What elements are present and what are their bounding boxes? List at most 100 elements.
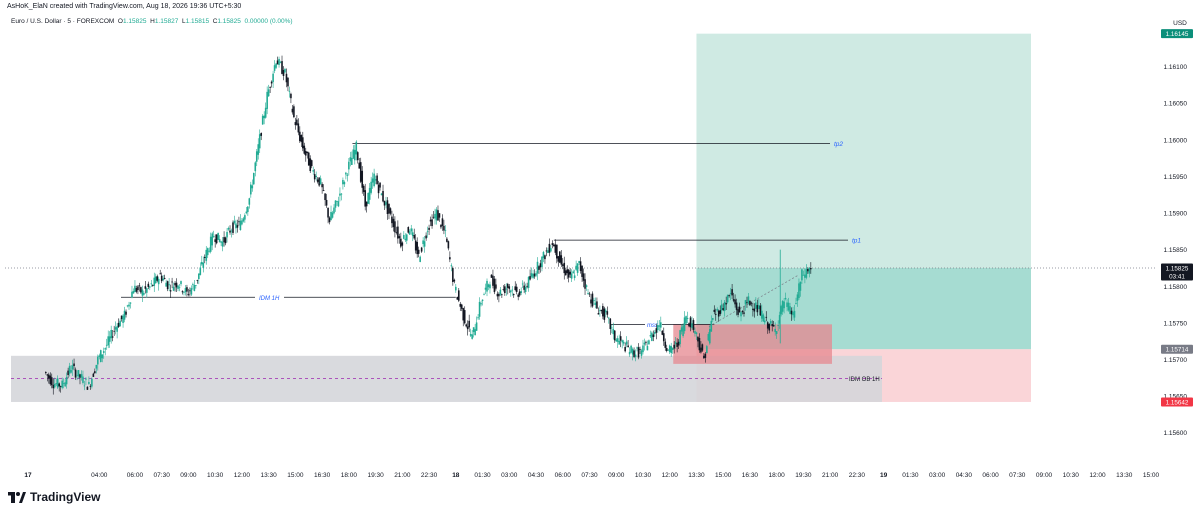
- chart-credit: AsHoK_ElaN created with TradingView.com,…: [7, 3, 242, 10]
- candle-body: [267, 89, 270, 97]
- candle-body: [449, 257, 451, 260]
- candle-body: [189, 290, 191, 292]
- candle-body: [527, 276, 530, 288]
- candle-body: [95, 364, 98, 369]
- candle-body: [110, 329, 112, 339]
- candle-body: [97, 356, 99, 365]
- candle-body: [195, 285, 197, 286]
- trend-dashed-line: [708, 274, 799, 327]
- candle-body: [428, 227, 430, 230]
- x-tick-label: 12:00: [234, 472, 251, 479]
- candle-body: [551, 243, 554, 245]
- candle-body: [255, 151, 258, 162]
- candle-body: [505, 288, 508, 290]
- candle-body: [321, 184, 323, 188]
- candle-body: [388, 203, 390, 214]
- candle-body: [631, 348, 634, 355]
- x-tick-label: 21:00: [822, 472, 839, 479]
- x-tick-label: 03:00: [929, 472, 946, 479]
- candle-body: [563, 262, 566, 274]
- candle-body: [168, 284, 170, 286]
- candle-body: [570, 273, 573, 279]
- price-badge-entry: [1161, 344, 1193, 354]
- x-tick-label: 09:00: [180, 472, 197, 479]
- candle-body: [738, 306, 741, 313]
- candle-body: [628, 351, 631, 355]
- candle-body: [547, 250, 549, 254]
- candle-body: [242, 218, 245, 222]
- candle-body: [784, 297, 787, 300]
- candle-body: [645, 341, 647, 343]
- candle-body: [307, 152, 310, 166]
- candle-body: [657, 325, 659, 331]
- candle-body: [740, 312, 742, 317]
- candle-body: [780, 306, 782, 315]
- symbol-name[interactable]: Euro / U.S. Dollar · 5 · FOREXCOM: [11, 18, 115, 25]
- candle-body: [450, 265, 453, 267]
- candle-body: [174, 282, 176, 286]
- candle-body: [633, 350, 635, 357]
- candle-body: [798, 283, 800, 299]
- candle-body: [804, 274, 806, 278]
- candle-body: [391, 216, 393, 224]
- candle-body: [529, 275, 531, 280]
- y-tick-label: 1.15950: [1164, 174, 1188, 181]
- candle-body: [603, 308, 606, 320]
- x-tick-label: 12:00: [1089, 472, 1106, 479]
- candle-body: [582, 273, 585, 281]
- tradingview-logo-icon: [8, 491, 26, 503]
- candle-body: [215, 234, 218, 244]
- candle-body: [132, 290, 135, 294]
- candle-body: [296, 119, 298, 125]
- candle-body: [153, 277, 156, 286]
- tp1-label: tp1: [852, 238, 861, 245]
- candle-body: [602, 306, 604, 317]
- candle-body: [348, 161, 350, 170]
- candle-body: [478, 301, 481, 317]
- candle-body: [137, 286, 139, 291]
- x-tick-label: 10:30: [635, 472, 652, 479]
- candle-body: [74, 369, 77, 378]
- candle-body: [716, 309, 719, 311]
- candle-body: [352, 149, 355, 159]
- countdown-text: 03:41: [1169, 273, 1185, 280]
- candle-body: [218, 239, 221, 242]
- tradingview-logo[interactable]: TradingView: [8, 490, 100, 504]
- candle-body: [99, 350, 102, 363]
- candle-body: [85, 378, 87, 380]
- candle-body: [692, 320, 695, 330]
- candle-body: [548, 243, 551, 253]
- candle-body: [664, 341, 667, 348]
- candle-body: [725, 303, 727, 305]
- candle-body: [50, 377, 53, 386]
- price-badge-text: 1.15825: [1166, 265, 1189, 272]
- candle-body: [138, 285, 141, 287]
- candle-body: [376, 175, 378, 185]
- candle-body: [569, 271, 571, 275]
- candle-body: [752, 308, 754, 310]
- candle-body: [621, 340, 623, 343]
- candle-body: [561, 264, 564, 266]
- x-tick-label: 22:30: [421, 472, 438, 479]
- candle-body: [337, 201, 340, 207]
- candle-body: [509, 290, 512, 293]
- candle-body: [524, 286, 527, 292]
- candle-body: [316, 179, 319, 182]
- x-tick-label: 10:30: [207, 472, 224, 479]
- candle-body: [217, 232, 219, 240]
- candle-body: [685, 316, 687, 324]
- candle-body: [777, 325, 779, 326]
- y-tick-label: 1.16100: [1164, 64, 1188, 71]
- candle-body: [759, 305, 762, 316]
- candle-body: [272, 73, 274, 83]
- candle-body: [542, 252, 545, 259]
- candle-body: [330, 211, 332, 221]
- candle-body: [775, 331, 778, 334]
- candle-body: [186, 287, 188, 292]
- candle-body: [630, 345, 632, 353]
- candle-body: [178, 287, 181, 289]
- candle-body: [489, 284, 491, 289]
- x-tick-label: 04:00: [91, 472, 108, 479]
- candle-body: [679, 330, 681, 345]
